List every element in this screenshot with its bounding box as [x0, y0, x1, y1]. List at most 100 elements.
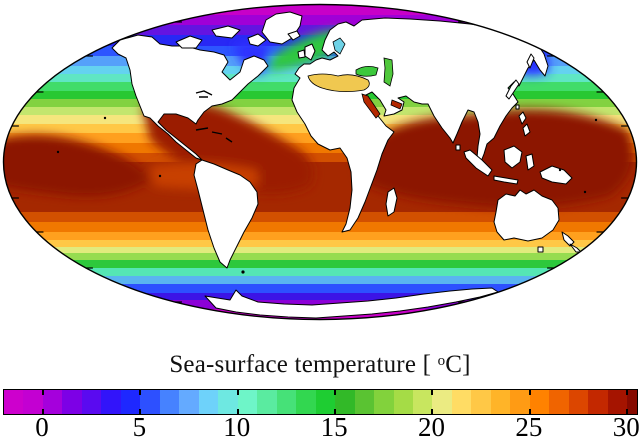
great-lakes [195, 90, 213, 98]
colorbar-tick [41, 390, 44, 395]
sst-band [3, 240, 637, 247]
colorbar-step [159, 390, 180, 414]
borneo [503, 145, 523, 169]
australia [493, 189, 560, 242]
colorbar-step [627, 390, 637, 414]
latitude-edge-ticks [11, 21, 629, 303]
sst-band [3, 222, 637, 232]
island-dot [583, 190, 587, 194]
antarctica [204, 287, 499, 319]
figure-title: Sea-surface temperature [ oC] [0, 351, 640, 379]
arctic-island-3 [247, 33, 267, 47]
caribbean-islands [195, 127, 233, 143]
new-guinea [539, 165, 573, 185]
title-degree-superscript: o [437, 352, 446, 369]
north-america [111, 34, 269, 161]
island-dot [56, 150, 60, 154]
colorbar-step [432, 390, 452, 414]
colorbar-tick [334, 390, 337, 395]
sst-band [3, 253, 637, 260]
island-dot [594, 118, 598, 122]
colorbar-step [335, 390, 355, 414]
sst-band [3, 293, 637, 300]
colorbar-step [4, 390, 24, 414]
title-text: Sea-surface temperature [ [169, 351, 438, 378]
colorbar-step [354, 390, 375, 414]
colorbar-tick-label: 5 [132, 412, 147, 442]
colorbar-step [62, 390, 82, 414]
caspian-sea [383, 57, 394, 87]
baltic-sea [332, 37, 346, 55]
colorbar-step [393, 390, 413, 414]
sst-band [3, 143, 637, 153]
colorbar-tick [139, 390, 142, 395]
sst-band [3, 260, 637, 268]
colorbar-step [179, 390, 199, 414]
colorbar-step [23, 390, 43, 414]
globe-outline [2, 3, 638, 321]
colorbar-step [413, 390, 433, 414]
colorbar-tick-label: 15 [320, 412, 348, 442]
arctic-island-1 [175, 35, 203, 49]
sst-band [3, 25, 637, 35]
island-dot [558, 168, 562, 172]
world-map-svg [2, 3, 638, 321]
persian-gulf [390, 99, 403, 110]
detail-marks [56, 90, 598, 274]
colorbar-step [490, 390, 511, 414]
colorbar-tick-label: 20 [417, 412, 445, 442]
colorbar-tick [626, 390, 629, 395]
colorbar-step [588, 390, 608, 414]
colorbar-step [451, 390, 472, 414]
colorbar-tick-labels: 0 5 10 15 20 25 30 [3, 412, 640, 444]
colorbar-tick [528, 409, 531, 414]
sulawesi [525, 153, 535, 171]
colorbar-step [374, 390, 394, 414]
island-dot [158, 174, 162, 178]
japan [505, 79, 520, 100]
colorbar-step [81, 390, 102, 414]
colorbar-tick [431, 390, 434, 395]
colorbar-step [276, 390, 297, 414]
sst-band [3, 15, 637, 25]
colorbar-step [140, 390, 160, 414]
colorbar-tick-label: 0 [35, 412, 49, 442]
java [493, 175, 519, 185]
colorbar-tick-label: 25 [515, 412, 543, 442]
colorbar-step [296, 390, 316, 414]
colorbar-tick [139, 409, 142, 414]
colorbar-step [549, 390, 569, 414]
colorbar-tick [431, 409, 434, 414]
sst-band [3, 4, 637, 15]
caribbean-gulf-warm-patch [142, 100, 314, 195]
philippines [518, 111, 531, 137]
south-america [193, 159, 259, 269]
colorbar-tick [41, 409, 44, 414]
colorbar-step [529, 390, 550, 414]
colorbar-step [510, 390, 530, 414]
title-unit: C] [445, 351, 471, 378]
colorbar-step [471, 390, 491, 414]
iceland [287, 30, 301, 41]
colorbar-step [120, 390, 141, 414]
colorbar-tick [626, 409, 629, 414]
black-sea [355, 66, 379, 77]
island-dot [241, 270, 245, 274]
colorbar-step [568, 390, 589, 414]
colorbar-step [607, 390, 628, 414]
ireland [297, 49, 306, 59]
island-dot [103, 116, 107, 120]
inland-seas [307, 37, 403, 119]
colorbar [3, 389, 638, 415]
colorbar-tick-label: 10 [223, 412, 251, 442]
colorbar-tick [236, 390, 239, 395]
sumatra [463, 149, 493, 177]
west-pacific-warm-patch [3, 134, 150, 197]
sst-band [3, 268, 637, 276]
colorbar-step [42, 390, 63, 414]
mediterranean-sea [307, 73, 370, 92]
colorbar-tick [528, 390, 531, 395]
colorbar-tick-label: 30 [612, 412, 640, 442]
arctic-island-2 [211, 25, 241, 39]
sst-band [3, 212, 637, 222]
